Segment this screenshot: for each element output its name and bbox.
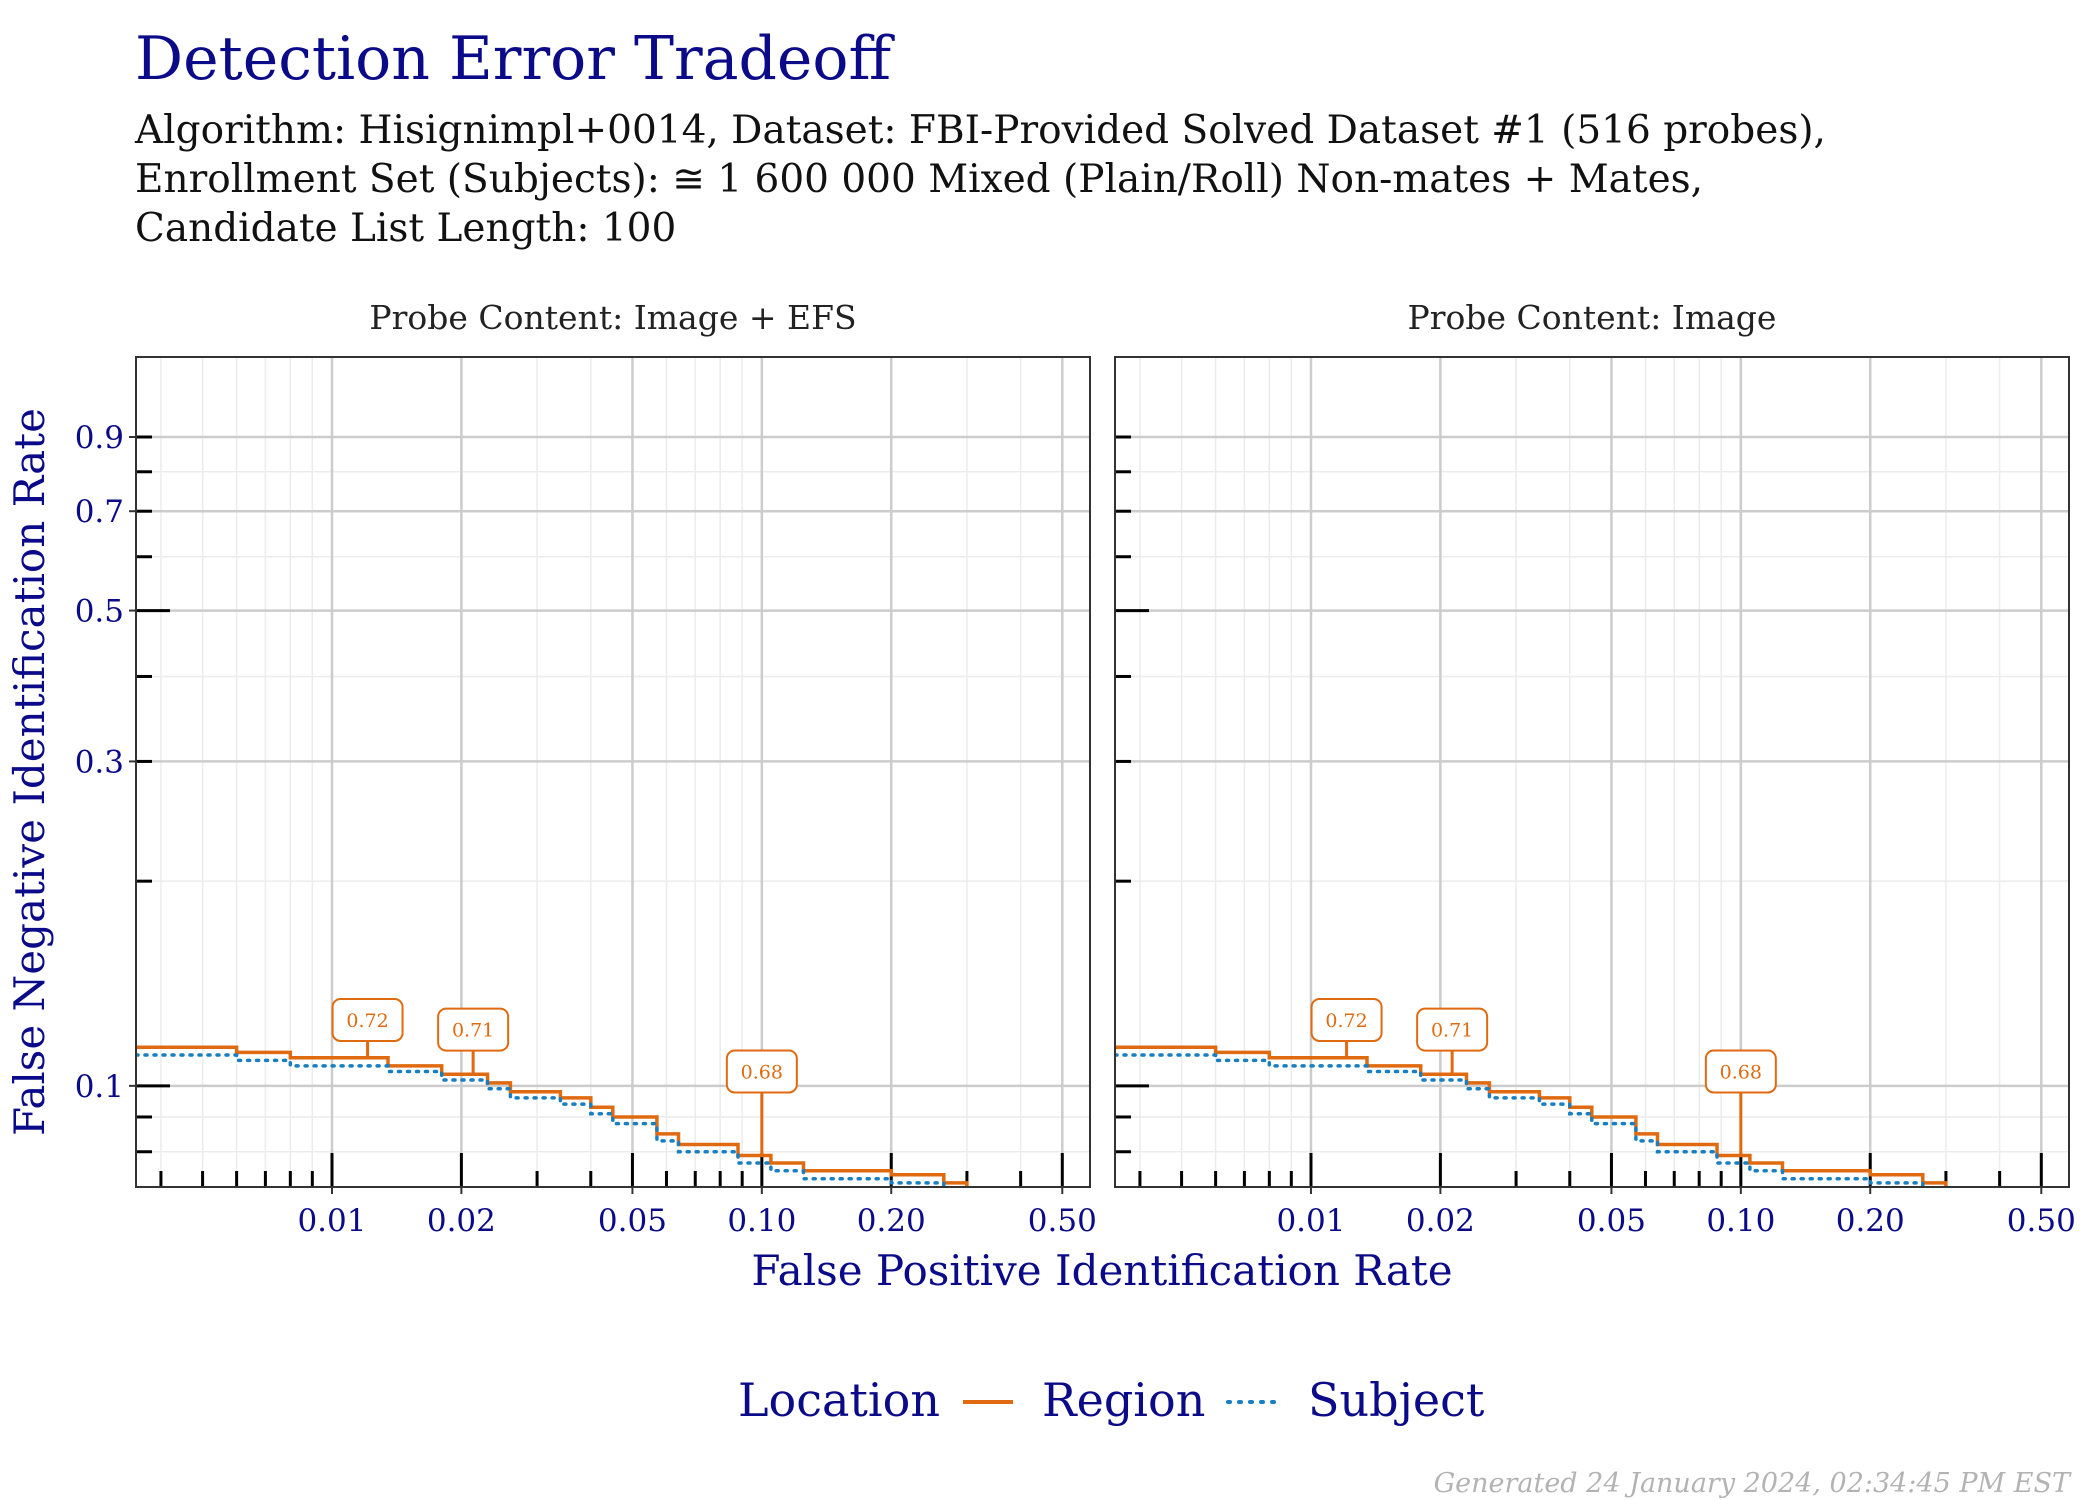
- panel-1: Probe Content: Image + EFS 0.72 0.71 0.68 0.…: [75, 298, 1097, 1239]
- x-tick-label: 0.20: [1836, 1203, 1905, 1239]
- annotation-label: 0.72: [346, 1010, 388, 1032]
- annotation-box: [1310, 997, 1383, 1042]
- x-tick-label: 0.01: [1276, 1203, 1345, 1239]
- series-region: [1115, 1045, 1948, 1187]
- chart-subtitle-line-3: Candidate List Length: 100: [135, 206, 677, 251]
- panel-title: Probe Content: Image: [1408, 298, 1777, 337]
- plot-background: [136, 357, 1090, 1187]
- y-tick-label: 0.7: [75, 494, 124, 530]
- legend-title: Location: [738, 1373, 940, 1427]
- y-axis-label: False Negative Identification Rate: [5, 408, 54, 1136]
- annotation-label: 0.72: [1325, 1010, 1367, 1032]
- x-tick-label: 0.10: [1706, 1203, 1775, 1239]
- x-tick-label: 0.05: [598, 1203, 667, 1239]
- annotation-label: 0.71: [1431, 1020, 1473, 1042]
- y-tick-label: 0.9: [75, 420, 124, 456]
- annotation-box: [331, 997, 404, 1042]
- x-tick-label: 0.05: [1577, 1203, 1646, 1239]
- panel-title: Probe Content: Image + EFS: [369, 298, 856, 337]
- x-tick-label: 0.02: [1406, 1203, 1475, 1239]
- x-tick-label: 0.10: [727, 1203, 796, 1239]
- x-axis-label: False Positive Identification Rate: [751, 1246, 1452, 1295]
- legend: Location Region Subject: [738, 1373, 1485, 1427]
- annotation-box: [437, 1007, 510, 1052]
- y-tick-label: 0.1: [75, 1069, 124, 1105]
- panel-border: [135, 356, 1091, 1188]
- legend-label-subject: Subject: [1308, 1373, 1485, 1427]
- chart-subtitle-line-1: Algorithm: Hisignimpl+0014, Dataset: FBI…: [135, 108, 1826, 153]
- annotation-label: 0.68: [741, 1061, 783, 1083]
- x-tick-label: 0.50: [2007, 1203, 2076, 1239]
- panel-border: [1114, 356, 2070, 1188]
- annotation-box: [725, 1049, 798, 1094]
- chart-title: Detection Error Tradeoff: [135, 24, 892, 94]
- series-region: [136, 1045, 969, 1187]
- plot-background: [1115, 357, 2069, 1187]
- annotation-box: [1704, 1049, 1777, 1094]
- y-tick-label: 0.3: [75, 744, 124, 780]
- series-subject: [136, 1053, 946, 1187]
- panel-2: Probe Content: Image 0.72 0.71 0.68 0.01 0.02…: [1114, 298, 2076, 1239]
- series-subject: [1115, 1053, 1925, 1187]
- x-tick-label: 0.20: [857, 1203, 926, 1239]
- x-tick-label: 0.02: [427, 1203, 496, 1239]
- annotation-label: 0.68: [1720, 1061, 1762, 1083]
- generated-timestamp: Generated 24 January 2024, 02:34:45 PM E…: [1433, 1468, 2070, 1499]
- x-tick-label: 0.01: [297, 1203, 366, 1239]
- chart-subtitle-line-2: Enrollment Set (Subjects): ≅ 1 600 000 M…: [135, 157, 1704, 202]
- y-tick-label: 0.5: [75, 594, 124, 630]
- annotation-box: [1416, 1007, 1489, 1052]
- annotation-label: 0.71: [452, 1020, 494, 1042]
- x-tick-label: 0.50: [1028, 1203, 1097, 1239]
- legend-label-region: Region: [1042, 1373, 1205, 1427]
